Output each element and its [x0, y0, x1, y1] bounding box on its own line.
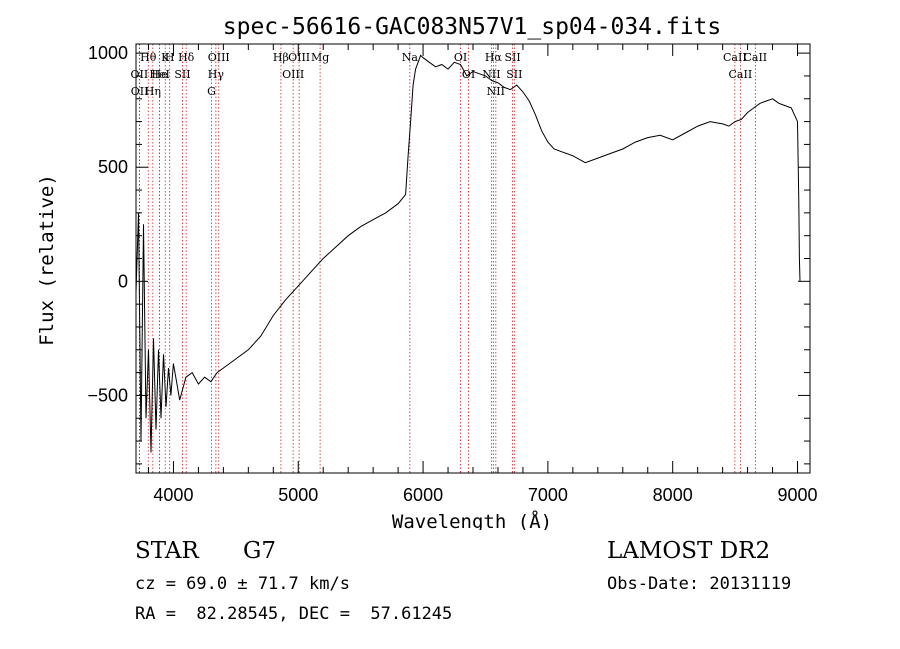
x-axis-label: Wavelength (Å): [392, 510, 552, 530]
line-label: OIII: [288, 51, 310, 64]
y-tick-label: −500: [87, 385, 128, 405]
line-label: SII: [174, 68, 190, 81]
spectral-line-markers: [138, 44, 756, 473]
line-label: Hθ: [140, 51, 157, 64]
observation-date: Obs-Date: 20131119: [607, 574, 792, 594]
survey-name: LAMOST DR2: [607, 538, 771, 564]
chart-title: spec-56616-GAC083N57V1_sp04-034.fits: [223, 14, 722, 40]
x-tick-label: 5000: [278, 485, 318, 505]
line-label: CaII: [729, 68, 753, 81]
redshift-cz: cz = 69.0 ± 71.7 km/s: [135, 574, 350, 594]
line-label: SII: [504, 51, 520, 64]
spectrum-chart: spec-56616-GAC083N57V1_sp04-034.fits Hθ O…: [36, 14, 818, 530]
line-label: OII: [131, 85, 149, 98]
spectrum-line: [135, 54, 801, 453]
line-label: Hγ: [208, 68, 225, 81]
line-label: CaII: [723, 51, 747, 64]
line-label: H: [165, 51, 175, 64]
line-label: K: [161, 51, 170, 64]
line-label: NII: [482, 68, 500, 81]
line-label: HeI: [149, 68, 169, 81]
line-label: He: [152, 68, 168, 81]
line-label: SII: [506, 68, 522, 81]
x-tick-label: 6000: [403, 485, 443, 505]
x-axis: 4000 5000 6000 7000 8000 9000: [147, 44, 818, 505]
x-tick-label: 9000: [777, 485, 817, 505]
y-axis-label: Flux (relative): [36, 174, 58, 346]
line-label: Mg: [311, 51, 329, 64]
y-axis: −500 0 500 1000: [87, 43, 810, 465]
y-tick-label: 500: [98, 157, 128, 177]
line-label: NII: [487, 85, 505, 98]
x-tick-label: 8000: [653, 485, 693, 505]
line-label: Hη: [145, 85, 161, 98]
line-label: Hδ: [178, 51, 195, 64]
line-label: OII: [131, 68, 149, 81]
object-subclass: G7: [243, 538, 277, 564]
coordinates: RA = 82.28545, DEC = 57.61245: [135, 604, 453, 624]
x-tick-label: 7000: [528, 485, 568, 505]
x-tick-label: 4000: [153, 485, 193, 505]
line-label: Hα: [485, 51, 503, 64]
object-class: STAR: [135, 538, 199, 564]
y-tick-label: 1000: [88, 43, 128, 63]
line-label: Hβ: [273, 51, 289, 64]
line-label: OIII: [208, 51, 230, 64]
line-label: Na: [402, 51, 419, 64]
plot-frame: [135, 43, 811, 474]
y-tick-label: 0: [118, 271, 128, 291]
line-label: G: [207, 85, 216, 98]
line-label: OI: [454, 51, 467, 64]
line-label: CaII: [743, 51, 767, 64]
line-label: OIII: [282, 68, 304, 81]
